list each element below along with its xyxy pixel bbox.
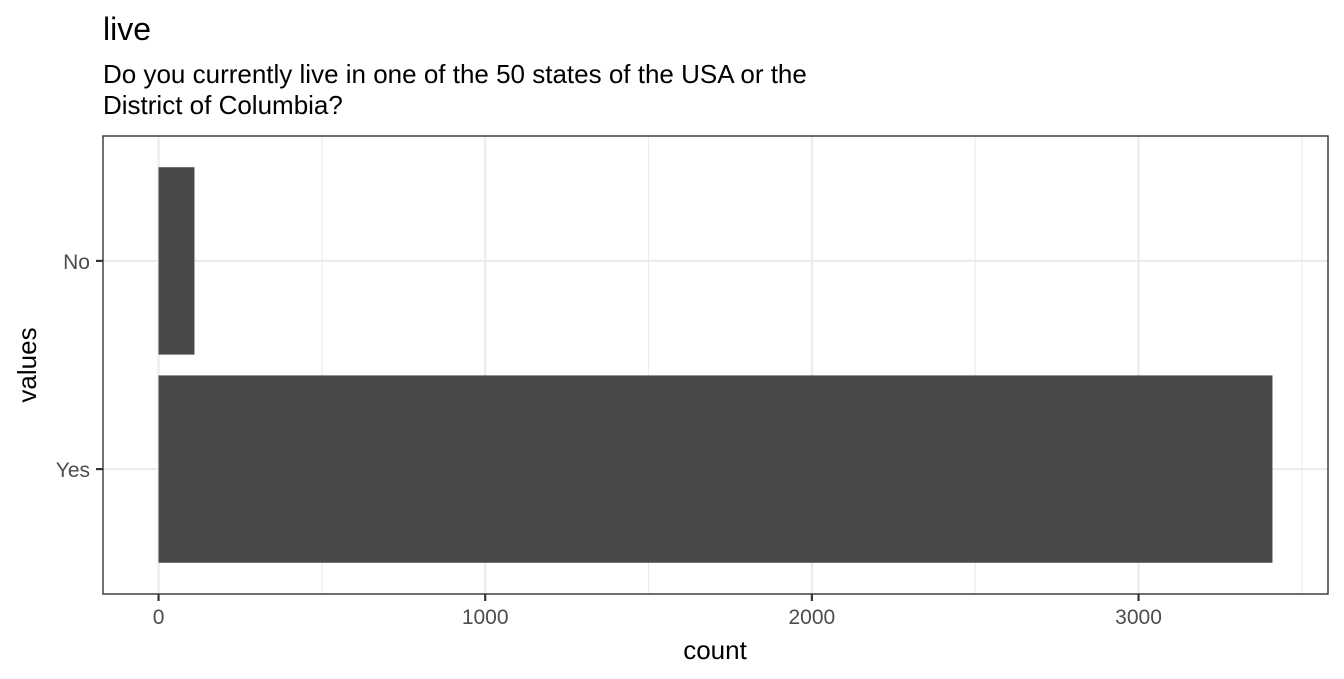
x-tick-label: 0 (153, 606, 165, 629)
axes: 0 1000 2000 3000 Yes No (56, 251, 1162, 629)
x-tick-label: 2000 (789, 606, 836, 629)
bar-no (158, 167, 195, 355)
chart-subtitle-line-2: District of Columbia? (103, 90, 343, 120)
bars (158, 167, 1273, 563)
y-tick-label: Yes (56, 459, 90, 482)
y-tick-label: No (63, 251, 90, 274)
x-tick-label: 3000 (1115, 606, 1162, 629)
y-axis-title: values (12, 327, 42, 402)
panel-border (102, 135, 1329, 595)
x-tick-label: 1000 (462, 606, 509, 629)
chart-title: live (103, 11, 151, 47)
x-axis-title: count (683, 635, 747, 665)
chart-subtitle-line-1: Do you currently live in one of the 50 s… (103, 59, 807, 89)
bar-yes (158, 375, 1273, 563)
